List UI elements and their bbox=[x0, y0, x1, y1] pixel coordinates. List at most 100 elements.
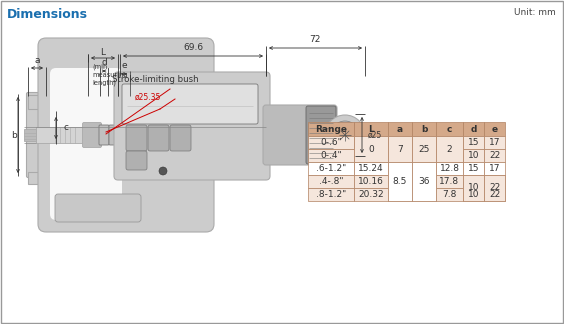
Bar bbox=[388, 136, 412, 149]
Bar bbox=[463, 162, 484, 175]
Text: 10: 10 bbox=[468, 151, 479, 160]
Text: 15: 15 bbox=[468, 164, 479, 173]
Text: a: a bbox=[397, 124, 403, 133]
Text: 20.32: 20.32 bbox=[358, 190, 384, 199]
Text: e: e bbox=[491, 124, 497, 133]
Bar bbox=[484, 136, 505, 149]
Bar bbox=[412, 162, 436, 201]
Text: 25: 25 bbox=[418, 145, 430, 154]
Bar bbox=[436, 175, 463, 188]
Text: ø25: ø25 bbox=[368, 131, 382, 140]
Text: L: L bbox=[368, 124, 374, 133]
Bar bbox=[308, 188, 354, 201]
Text: b: b bbox=[421, 124, 427, 133]
FancyBboxPatch shape bbox=[126, 125, 147, 151]
Bar bbox=[463, 188, 484, 201]
FancyBboxPatch shape bbox=[126, 151, 147, 170]
Bar bbox=[412, 149, 436, 162]
Bar bbox=[412, 136, 436, 162]
Bar bbox=[484, 175, 505, 201]
Bar bbox=[412, 175, 436, 188]
Text: .4-.8": .4-.8" bbox=[319, 177, 343, 186]
FancyBboxPatch shape bbox=[306, 106, 336, 164]
Bar bbox=[388, 162, 412, 201]
Bar bbox=[412, 162, 436, 175]
Bar bbox=[388, 122, 412, 136]
Bar bbox=[412, 122, 436, 136]
Text: 36: 36 bbox=[418, 177, 430, 186]
Bar bbox=[463, 175, 484, 188]
Text: L: L bbox=[100, 48, 105, 57]
Bar bbox=[463, 149, 484, 162]
Bar bbox=[436, 136, 463, 162]
Text: .8-1.2": .8-1.2" bbox=[316, 190, 346, 199]
FancyBboxPatch shape bbox=[82, 122, 102, 147]
Circle shape bbox=[325, 115, 365, 155]
FancyBboxPatch shape bbox=[109, 125, 119, 145]
Circle shape bbox=[159, 167, 167, 175]
Bar bbox=[412, 188, 436, 201]
Bar bbox=[484, 122, 505, 136]
Text: c: c bbox=[447, 124, 452, 133]
Bar bbox=[308, 162, 354, 175]
Bar bbox=[463, 122, 484, 136]
Text: 72: 72 bbox=[309, 35, 321, 44]
Text: 2: 2 bbox=[447, 145, 452, 154]
Bar bbox=[463, 175, 484, 201]
Text: 69.6: 69.6 bbox=[183, 43, 203, 52]
Circle shape bbox=[337, 127, 353, 143]
FancyBboxPatch shape bbox=[50, 68, 122, 220]
Bar bbox=[354, 175, 388, 188]
Bar bbox=[354, 188, 388, 201]
Bar bbox=[436, 188, 463, 201]
Bar bbox=[308, 175, 354, 188]
Bar bbox=[436, 122, 463, 136]
Text: 0-.6": 0-.6" bbox=[320, 138, 342, 147]
Text: (min.
measuring
length): (min. measuring length) bbox=[92, 64, 127, 86]
Bar bbox=[28, 95, 90, 109]
Bar bbox=[436, 162, 463, 175]
Text: c: c bbox=[64, 123, 69, 133]
Text: 12.8: 12.8 bbox=[439, 164, 460, 173]
FancyBboxPatch shape bbox=[55, 194, 141, 222]
Text: 15.24: 15.24 bbox=[358, 164, 384, 173]
Circle shape bbox=[331, 121, 359, 149]
Bar bbox=[436, 149, 463, 162]
Bar bbox=[308, 136, 354, 149]
Bar bbox=[334, 128, 347, 142]
Bar bbox=[388, 136, 412, 162]
Text: 7: 7 bbox=[397, 145, 403, 154]
Text: Dimensions: Dimensions bbox=[7, 8, 88, 21]
Bar bbox=[484, 149, 505, 162]
Text: 22: 22 bbox=[489, 151, 500, 160]
Bar bbox=[354, 162, 388, 175]
FancyBboxPatch shape bbox=[27, 92, 47, 178]
Text: ø25.35: ø25.35 bbox=[135, 93, 161, 102]
Text: 22: 22 bbox=[489, 183, 500, 192]
Text: b: b bbox=[11, 131, 17, 140]
Bar bbox=[484, 162, 505, 175]
Text: e: e bbox=[121, 61, 127, 70]
Text: 17: 17 bbox=[489, 138, 500, 147]
FancyBboxPatch shape bbox=[148, 125, 169, 151]
Text: d: d bbox=[101, 58, 107, 67]
Text: 17.8: 17.8 bbox=[439, 177, 460, 186]
Bar bbox=[354, 149, 388, 162]
Bar bbox=[463, 136, 484, 149]
Bar bbox=[354, 122, 388, 136]
Bar bbox=[388, 188, 412, 201]
Text: 10: 10 bbox=[468, 190, 479, 199]
Text: 17: 17 bbox=[489, 164, 500, 173]
FancyBboxPatch shape bbox=[114, 72, 270, 180]
Bar bbox=[28, 172, 90, 184]
Text: 10.16: 10.16 bbox=[358, 177, 384, 186]
Text: 15: 15 bbox=[468, 138, 479, 147]
Text: .6-1.2": .6-1.2" bbox=[316, 164, 346, 173]
Bar bbox=[354, 136, 388, 149]
Bar bbox=[388, 149, 412, 162]
FancyBboxPatch shape bbox=[38, 38, 214, 232]
Text: 10: 10 bbox=[468, 183, 479, 192]
Bar bbox=[484, 175, 505, 188]
Bar bbox=[436, 136, 463, 149]
Bar bbox=[24, 129, 36, 141]
